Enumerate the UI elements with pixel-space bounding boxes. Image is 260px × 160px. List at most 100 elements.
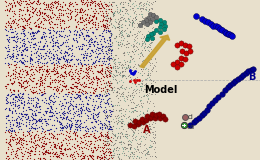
Point	[68, 70, 72, 73]
Point	[17, 139, 21, 142]
Point	[63, 45, 68, 48]
Point	[3, 28, 8, 31]
Point	[82, 62, 86, 65]
Point	[17, 112, 21, 114]
Point	[8, 102, 12, 104]
Point	[5, 96, 9, 99]
Point	[25, 134, 29, 136]
Point	[61, 139, 65, 141]
Point	[114, 4, 119, 6]
Point	[10, 112, 14, 115]
Point	[36, 119, 40, 121]
Point	[115, 67, 119, 70]
Point	[109, 156, 113, 159]
Point	[45, 61, 49, 63]
Point	[101, 110, 105, 113]
Point	[80, 45, 84, 48]
Point	[103, 50, 107, 52]
Point	[16, 81, 20, 83]
Point	[78, 68, 82, 71]
Point	[58, 20, 63, 22]
Point	[34, 83, 38, 85]
Point	[125, 123, 129, 125]
Point	[148, 125, 152, 128]
Point	[74, 135, 79, 137]
Point	[74, 58, 79, 61]
Point	[132, 48, 136, 50]
Point	[8, 87, 12, 90]
Point	[114, 139, 118, 142]
Point	[108, 72, 112, 75]
Point	[116, 61, 121, 64]
Point	[152, 34, 156, 36]
Point	[19, 96, 23, 99]
Point	[108, 110, 112, 113]
Point	[74, 86, 79, 88]
Point	[95, 3, 99, 5]
Point	[140, 70, 144, 72]
Point	[125, 98, 129, 101]
Point	[40, 82, 44, 85]
Point	[129, 3, 134, 5]
Point	[135, 7, 139, 9]
Point	[16, 54, 21, 56]
Point	[17, 18, 21, 20]
Point	[42, 135, 46, 137]
Point	[31, 34, 35, 36]
Point	[4, 84, 8, 87]
Point	[77, 158, 82, 160]
Point	[128, 75, 132, 78]
Point	[117, 35, 121, 37]
Point	[86, 21, 90, 24]
Point	[151, 108, 155, 111]
Point	[54, 32, 58, 34]
Point	[25, 2, 30, 5]
Point	[70, 71, 74, 73]
Point	[127, 134, 131, 137]
Point	[114, 148, 118, 151]
Point	[69, 86, 73, 88]
Point	[128, 148, 132, 150]
Point	[135, 154, 139, 157]
Point	[153, 0, 157, 2]
Point	[114, 147, 118, 149]
Point	[100, 19, 105, 22]
Point	[49, 56, 53, 58]
Point	[133, 117, 137, 119]
Point	[58, 123, 63, 125]
Point	[104, 81, 108, 83]
Point	[21, 154, 25, 157]
Point	[91, 1, 95, 4]
Point	[109, 100, 113, 102]
Point	[54, 150, 58, 153]
Point	[4, 87, 8, 89]
Point	[87, 27, 92, 29]
Point	[22, 35, 26, 38]
Point	[158, 26, 162, 28]
Point	[34, 2, 38, 4]
Point	[46, 128, 50, 131]
Point	[152, 64, 156, 66]
Point	[138, 84, 142, 87]
Point	[67, 4, 71, 7]
Point	[106, 87, 110, 90]
Point	[34, 85, 38, 88]
Point	[43, 12, 47, 14]
Point	[106, 80, 110, 83]
Point	[24, 124, 28, 126]
Point	[64, 130, 69, 132]
Point	[87, 52, 92, 54]
Point	[17, 8, 21, 10]
Point	[59, 127, 63, 129]
Point	[123, 100, 127, 102]
Point	[61, 104, 66, 106]
Point	[112, 89, 116, 91]
Point	[27, 120, 31, 123]
Point	[80, 64, 84, 67]
Point	[59, 132, 63, 134]
Point	[50, 69, 54, 72]
Point	[93, 128, 98, 131]
Point	[138, 137, 142, 140]
Point	[146, 97, 150, 100]
Point	[40, 72, 44, 75]
